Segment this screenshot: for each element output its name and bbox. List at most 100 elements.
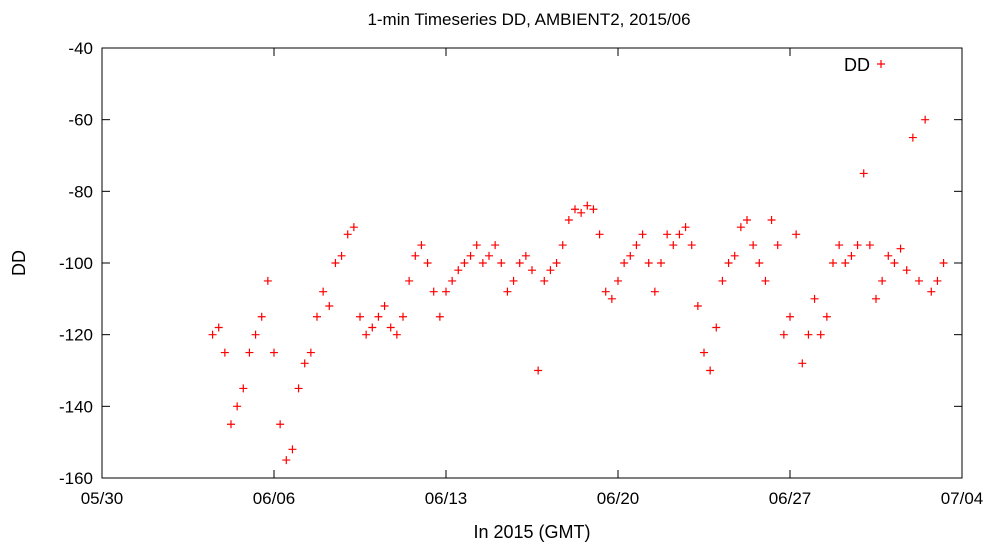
data-point (908, 133, 917, 142)
legend-marker-icon (877, 60, 885, 68)
data-point (743, 216, 751, 224)
data-point (675, 230, 684, 239)
data-point (534, 366, 543, 375)
data-point (816, 330, 825, 339)
legend-marker-plus (877, 60, 885, 68)
data-point (724, 259, 733, 267)
data-point (564, 216, 573, 224)
data-point (349, 223, 358, 232)
data-point (835, 241, 844, 250)
data-point (300, 359, 309, 368)
data-point (804, 330, 813, 339)
data-point (356, 312, 364, 321)
data-point (485, 251, 493, 260)
data-point (399, 312, 407, 321)
data-point (896, 244, 905, 253)
data-point (288, 445, 297, 454)
x-tick-label: 06/06 (253, 489, 296, 508)
data-point (515, 259, 524, 267)
data-point (865, 241, 874, 250)
axis-ticks: 05/30 06/06 06/13 06/20 06/27 07/04 -40 -60 -80 -… (59, 39, 983, 508)
data-point (478, 259, 487, 267)
data-point (503, 287, 512, 296)
data-point (595, 230, 604, 239)
data-point (227, 420, 235, 429)
x-tick-label: 06/27 (769, 489, 812, 508)
data-point (571, 205, 579, 214)
data-point (859, 169, 868, 178)
data-point (749, 241, 758, 250)
data-point (374, 312, 383, 321)
data-point (325, 302, 334, 310)
data-point (294, 384, 303, 393)
data-point (933, 276, 942, 285)
data-point (632, 241, 641, 250)
data-point (792, 230, 801, 239)
chart-title: 1-min Timeseries DD, AMBIENT2, 2015/06 (367, 10, 690, 29)
data-point (239, 384, 248, 393)
data-point (700, 348, 708, 357)
data-point (601, 287, 610, 296)
data-point (411, 251, 420, 260)
data-point (638, 230, 647, 239)
data-point (306, 348, 315, 357)
data-point (755, 259, 764, 267)
data-point (878, 276, 887, 285)
data-point (497, 259, 506, 267)
data-point (650, 287, 659, 296)
data-point (491, 241, 500, 250)
y-tick-label: -160 (59, 469, 93, 488)
data-point (798, 359, 807, 368)
data-point (902, 266, 911, 275)
y-tick-label: -120 (59, 326, 93, 345)
data-point (276, 420, 285, 429)
data-point (528, 266, 536, 275)
x-tick-label: 07/04 (941, 489, 984, 508)
data-point (626, 251, 635, 260)
data-point (521, 251, 530, 260)
data-point (822, 312, 831, 321)
y-tick-label: -80 (68, 182, 93, 201)
data-point (939, 259, 948, 267)
data-point (583, 201, 592, 210)
data-point (847, 251, 856, 260)
y-tick-label: -40 (68, 39, 93, 58)
data-point (263, 276, 272, 285)
data-point (282, 456, 291, 465)
data-point (380, 302, 389, 310)
data-point (921, 115, 930, 124)
data-points (208, 115, 948, 465)
data-point (220, 348, 229, 357)
data-point (767, 216, 776, 224)
data-point (509, 276, 518, 285)
data-point (786, 312, 794, 321)
data-point (558, 241, 567, 250)
data-point (343, 230, 352, 239)
y-tick-label: -60 (68, 111, 93, 130)
data-point (454, 266, 463, 275)
data-point (607, 294, 616, 303)
data-point (540, 276, 549, 285)
data-point (730, 251, 739, 260)
data-point (386, 323, 395, 332)
data-point (620, 259, 629, 267)
data-point (448, 276, 457, 285)
data-point (435, 312, 444, 321)
data-point (663, 230, 672, 239)
data-point (853, 241, 862, 250)
data-point (841, 259, 850, 267)
data-point (208, 330, 217, 339)
data-point (773, 241, 782, 250)
data-point (669, 241, 678, 250)
data-point (614, 276, 622, 285)
y-tick-label: -140 (59, 397, 93, 416)
data-point (257, 312, 266, 321)
data-point (687, 241, 696, 250)
data-point (693, 302, 702, 310)
y-tick-label: -100 (59, 254, 93, 273)
x-tick-label: 06/13 (425, 489, 468, 508)
data-point (890, 259, 899, 267)
data-point (442, 287, 450, 296)
data-point (405, 276, 414, 285)
